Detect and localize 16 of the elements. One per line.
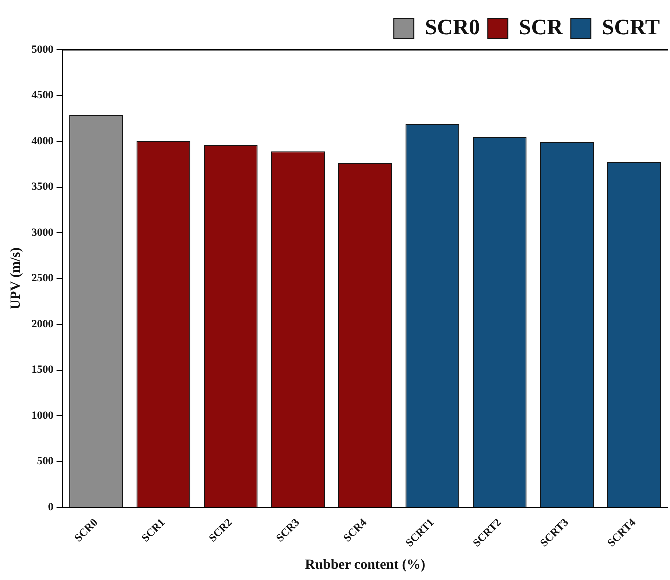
y-tick-label: 2000 (32, 318, 54, 330)
y-tick-label: 0 (48, 501, 54, 514)
y-tick-label: 500 (37, 456, 54, 468)
y-tick-label: 5000 (32, 44, 54, 56)
legend-label: SCR0 (425, 14, 480, 40)
y-tick-label: 4500 (32, 90, 54, 102)
y-tick-label: 1000 (32, 410, 54, 422)
legend-label: SCRT (602, 14, 660, 40)
x-axis-title: Rubber content (%) (305, 558, 426, 574)
y-tick-label: 2500 (32, 272, 54, 285)
y-axis-title: UPV (m/s) (9, 247, 24, 310)
y-tick-label: 3500 (32, 181, 54, 194)
y-tick-label: 1500 (32, 364, 54, 376)
legend-label: SCR (519, 14, 564, 40)
y-tick-label: 3000 (32, 226, 54, 239)
y-tick-label: 4000 (32, 135, 54, 148)
